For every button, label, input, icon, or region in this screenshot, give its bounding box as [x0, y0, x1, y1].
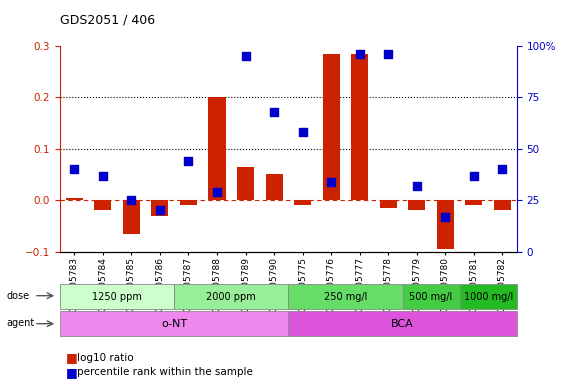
Bar [180, 200, 197, 205]
Point [298, 129, 307, 136]
Bar [123, 200, 140, 233]
Point [127, 197, 136, 203]
Text: ■: ■ [66, 366, 78, 379]
Bar [494, 200, 511, 210]
Bar [288, 284, 403, 309]
Bar [151, 200, 168, 215]
Bar [174, 284, 288, 309]
Point [212, 189, 222, 195]
Bar [294, 200, 311, 205]
Bar [403, 284, 460, 309]
Bar [60, 311, 288, 336]
Bar [66, 198, 83, 200]
Bar [351, 54, 368, 200]
Bar [94, 200, 111, 210]
Point [469, 172, 478, 179]
Text: 1250 ppm: 1250 ppm [92, 291, 142, 302]
Text: agent: agent [7, 318, 35, 328]
Bar [465, 200, 482, 205]
Bar [208, 98, 226, 200]
Bar [237, 167, 254, 200]
Text: BCA: BCA [391, 318, 414, 329]
Text: ■: ■ [66, 351, 78, 364]
Point [355, 51, 364, 57]
Text: o-NT: o-NT [161, 318, 187, 329]
Point [184, 158, 193, 164]
Text: GDS2051 / 406: GDS2051 / 406 [60, 13, 155, 26]
Point [98, 172, 107, 179]
Point [384, 51, 393, 57]
Point [70, 166, 79, 172]
Bar [60, 284, 174, 309]
Text: 250 mg/l: 250 mg/l [324, 291, 367, 302]
Point [155, 207, 164, 214]
Text: 500 mg/l: 500 mg/l [409, 291, 453, 302]
Bar [266, 174, 283, 200]
Bar [408, 200, 425, 210]
Point [270, 109, 279, 115]
Point [498, 166, 507, 172]
Text: dose: dose [7, 291, 30, 301]
Point [441, 214, 450, 220]
Text: 2000 ppm: 2000 ppm [206, 291, 256, 302]
Bar [288, 311, 517, 336]
Point [241, 53, 250, 60]
Bar [323, 54, 340, 200]
Text: 1000 mg/l: 1000 mg/l [464, 291, 513, 302]
Text: log10 ratio: log10 ratio [77, 353, 134, 363]
Bar [460, 284, 517, 309]
Point [327, 179, 336, 185]
Bar [437, 200, 454, 249]
Point [412, 183, 421, 189]
Bar [380, 200, 397, 208]
Text: percentile rank within the sample: percentile rank within the sample [77, 367, 253, 377]
